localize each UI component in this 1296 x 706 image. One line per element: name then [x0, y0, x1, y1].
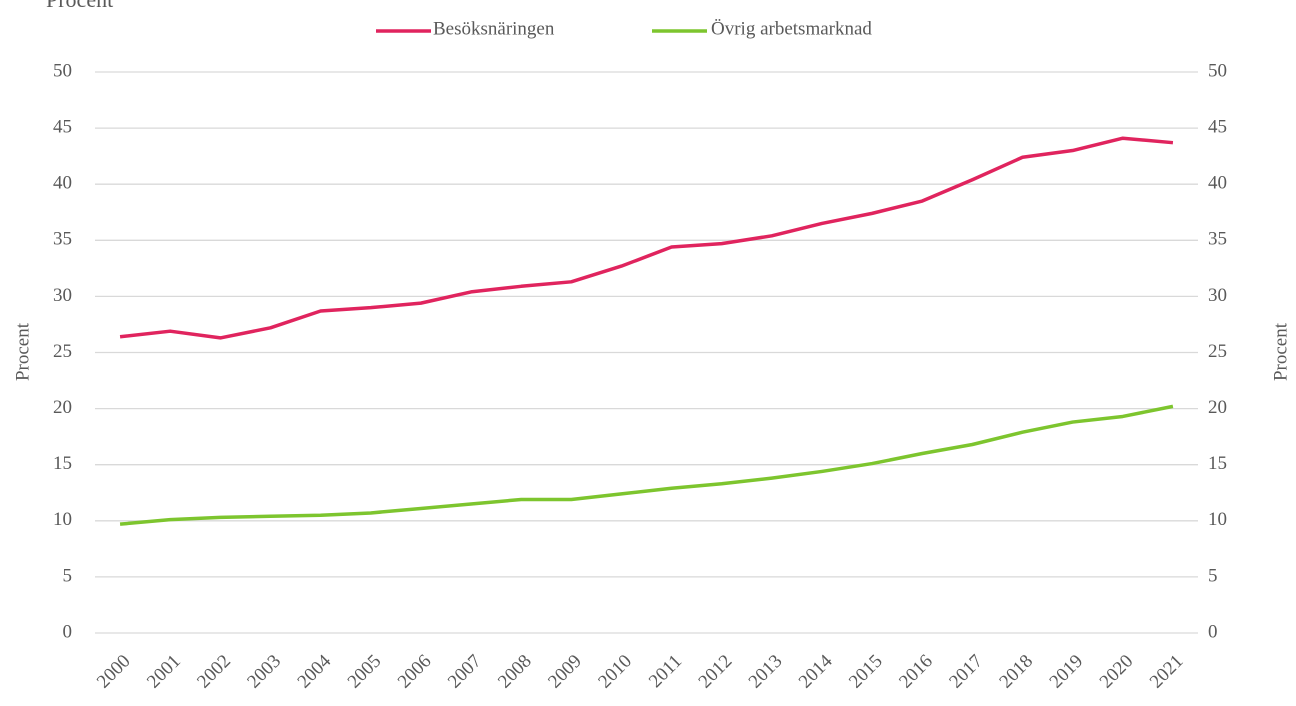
x-tick-label: 2020 [1096, 651, 1138, 693]
y2-tick-label: 20 [1208, 397, 1227, 418]
y-tick-label: 5 [63, 565, 73, 586]
x-tick-label: 2004 [294, 650, 336, 692]
x-tick-label: 2012 [695, 651, 737, 693]
series-line [119, 136, 1174, 340]
y2-tick-label: 5 [1208, 565, 1218, 586]
y-tick-label: 40 [53, 173, 72, 194]
legend-label: Övrig arbetsmarknad [711, 18, 872, 39]
y2-tick-label: 15 [1208, 453, 1227, 474]
y2-tick-label: 10 [1208, 509, 1227, 530]
y-tick-label: 35 [53, 229, 72, 250]
x-tick-label: 2008 [494, 651, 536, 693]
x-tick-label: 2018 [995, 651, 1037, 693]
x-tick-label: 2013 [745, 651, 787, 693]
y-tick-label: 50 [53, 60, 72, 81]
y2-tick-label: 0 [1208, 621, 1218, 642]
x-tick-label: 2015 [845, 651, 887, 693]
x-tick-label: 2016 [895, 651, 937, 693]
series-line [119, 404, 1174, 526]
x-tick-label: 2002 [193, 651, 235, 693]
unit-label: Procent [46, 0, 113, 12]
x-tick-label: 2019 [1046, 651, 1088, 693]
y2-tick-label: 25 [1208, 341, 1227, 362]
y2-tick-label: 50 [1208, 60, 1227, 81]
x-tick-label: 2003 [243, 651, 285, 693]
y-tick-label: 25 [53, 341, 72, 362]
x-tick-label: 2007 [444, 651, 486, 693]
y-axis-label: Procent [12, 322, 33, 381]
x-tick-label: 2006 [394, 651, 436, 693]
y2-tick-label: 35 [1208, 229, 1227, 250]
y2-tick-label: 45 [1208, 116, 1227, 137]
x-tick-label: 2001 [143, 651, 185, 693]
x-tick-label: 2000 [93, 651, 135, 693]
x-tick-label: 2009 [544, 651, 586, 693]
y2-tick-label: 40 [1208, 173, 1227, 194]
x-tick-label: 2021 [1146, 651, 1188, 693]
x-tick-label: 2010 [594, 651, 636, 693]
y2-axis-label: Procent [1270, 322, 1291, 381]
x-tick-label: 2014 [795, 650, 837, 692]
y-tick-label: 45 [53, 116, 72, 137]
y2-tick-label: 30 [1208, 285, 1227, 306]
y-tick-label: 30 [53, 285, 72, 306]
y-tick-label: 15 [53, 453, 72, 474]
x-tick-label: 2005 [344, 651, 386, 693]
y-tick-label: 10 [53, 509, 72, 530]
legend-label: Besöksnäringen [433, 18, 555, 39]
x-tick-label: 2017 [945, 651, 987, 693]
x-tick-label: 2011 [645, 651, 686, 692]
y-tick-label: 20 [53, 397, 72, 418]
y-tick-label: 0 [63, 621, 73, 642]
